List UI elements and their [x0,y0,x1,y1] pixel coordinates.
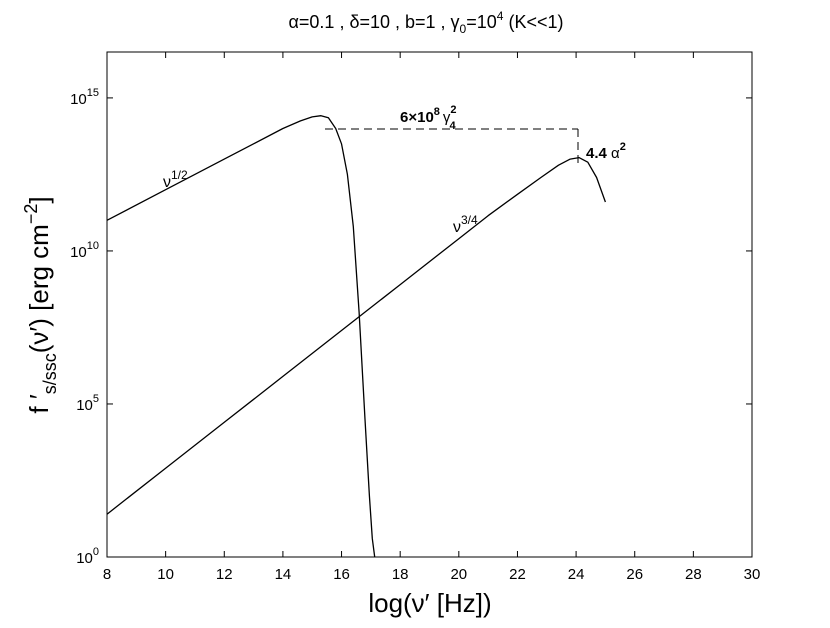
horizontal-gap-label: 6×108 γ2 4 [400,104,457,132]
x-tick-label: 24 [568,566,585,583]
x-axis-label: log(ν′ [Hz]) [368,588,491,618]
plot-area [106,51,753,558]
x-tick-label: 30 [744,566,761,583]
chart-title: α=0.1 , δ=10 , b=1 , γ0=104 (K<<1) [289,9,564,36]
series-synchrotron-line [106,115,376,558]
vertical-gap-label: 4.4 α2 [586,141,626,162]
x-axis: 8 10 12 14 16 18 20 22 24 26 28 30 [103,52,761,583]
x-tick-label: 22 [509,566,526,583]
y-tick-label: 1015 [70,87,99,108]
series-ssc-line [106,156,607,515]
x-tick-label: 10 [157,566,174,583]
x-tick-label: 14 [275,566,292,583]
x-tick-label: 18 [392,566,409,583]
x-tick-label: 28 [685,566,702,583]
series-layer [106,115,607,558]
slope-label-nu-half: ν1/2 [163,168,188,191]
y-tick-label: 105 [76,393,99,414]
x-tick-label: 12 [216,566,233,583]
y-axis: 100 105 1010 1015 [70,87,752,567]
y-tick-label: 1010 [70,240,99,261]
x-tick-label: 20 [450,566,467,583]
y-axis-label: f ′s/ssc(ν′) [erg cm−2] [21,196,60,413]
x-tick-label: 8 [103,566,111,583]
slope-label-nu-three-quarters: ν3/4 [453,213,478,236]
x-tick-label: 26 [626,566,643,583]
y-tick-label: 100 [76,546,99,567]
x-tick-label: 16 [333,566,350,583]
